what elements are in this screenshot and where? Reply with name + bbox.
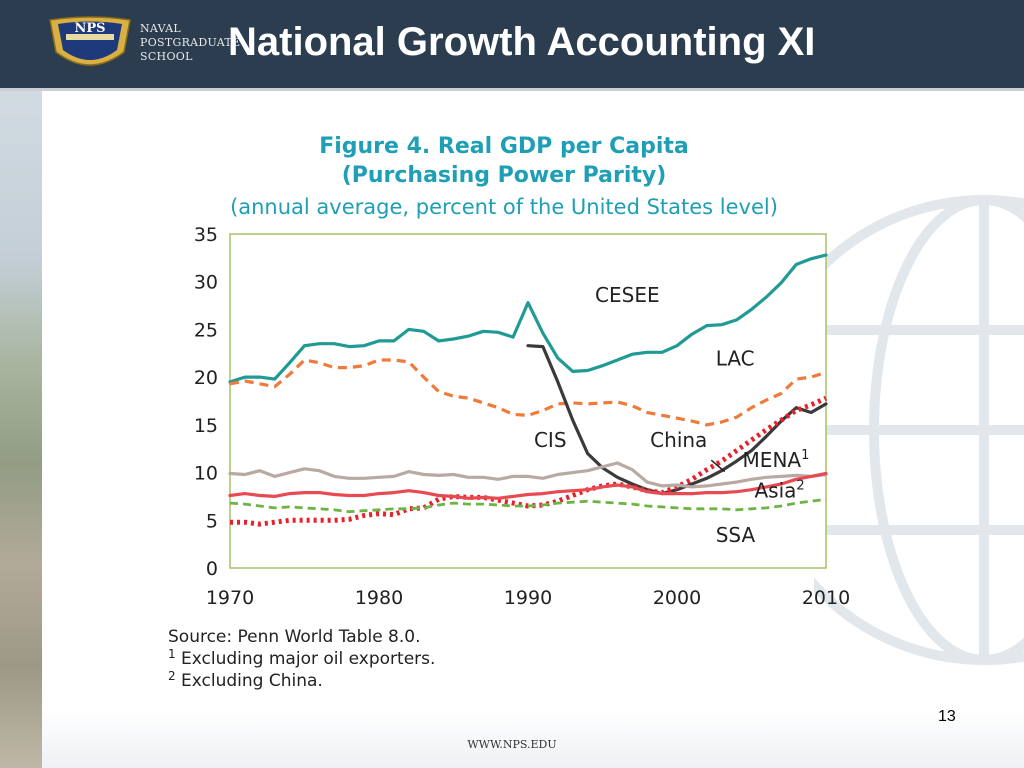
series-label-china: China	[650, 428, 707, 452]
china-pointer-arrow	[710, 459, 726, 473]
x-tick-label: 2000	[653, 587, 701, 609]
footer-band	[42, 708, 1024, 768]
chart-title: Figure 4. Real GDP per Capita	[319, 134, 689, 159]
series-label-cesee: CESEE	[595, 283, 660, 307]
y-tick-label: 15	[194, 415, 218, 437]
series-label-asia: Asia2	[754, 478, 804, 502]
y-tick-label: 35	[194, 224, 218, 246]
x-tick-label: 1970	[206, 587, 254, 609]
chart-series-layer	[228, 253, 828, 527]
campus-photo-strip	[0, 91, 42, 768]
series-label-cis: CIS	[534, 428, 567, 452]
y-tick-label: 0	[206, 558, 218, 580]
chart-subtitle: (Purchasing Power Parity)	[342, 163, 667, 188]
series-label-lac: LAC	[716, 347, 755, 371]
x-tick-label: 1990	[504, 587, 552, 609]
school-name-line: SCHOOL	[140, 50, 193, 63]
y-tick-label: 20	[194, 367, 218, 389]
page-number: 13	[938, 708, 956, 725]
source-note: 2 Excluding China.	[168, 669, 323, 691]
plot-area-frame	[229, 233, 827, 569]
source-note: 1 Excluding major oil exporters.	[168, 647, 435, 669]
slide-header: NPS NAVAL POSTGRADUATE SCHOOL National G…	[0, 0, 1024, 91]
series-line-asia	[228, 471, 828, 500]
series-line-cesee	[228, 253, 828, 384]
chart-source-notes: Source: Penn World Table 8.0.1 Excluding…	[168, 627, 435, 691]
school-name-line: NAVAL	[140, 22, 181, 35]
y-tick-label: 30	[194, 272, 218, 294]
series-line-mena	[228, 461, 828, 489]
y-tick-label: 25	[194, 319, 218, 341]
logo-text: NPS	[74, 21, 105, 36]
gdp-per-capita-chart: Figure 4. Real GDP per Capita (Purchasin…	[168, 134, 850, 691]
series-label-footnote-mark: 2	[796, 478, 804, 493]
series-label-ssa: SSA	[716, 523, 756, 547]
school-name: NAVAL POSTGRADUATE SCHOOL	[140, 22, 240, 64]
nps-logo-shield-icon: NPS	[49, 16, 131, 66]
chart-subtitle-units: (annual average, percent of the United S…	[230, 195, 778, 219]
slide-title: National Growth Accounting XI	[228, 20, 816, 64]
series-line-lac	[229, 358, 827, 427]
series-label-mena: MENA1	[743, 448, 810, 472]
series-label-footnote-mark: 1	[801, 448, 809, 463]
x-tick-label: 1980	[355, 587, 403, 609]
globe-watermark-icon	[814, 195, 1024, 665]
source-note: Source: Penn World Table 8.0.	[168, 627, 421, 647]
chart-axes: 0 5 10 15 20 25 30 35 1970 1980 1990 2000 2010	[194, 224, 850, 609]
y-tick-label: 5	[206, 510, 218, 532]
series-line-ssa	[229, 497, 827, 514]
chart-series-labels: CESEE LAC CIS China MENA1 Asia2 SSA	[534, 283, 809, 547]
school-name-line: POSTGRADUATE	[140, 36, 241, 49]
y-tick-label: 10	[194, 463, 218, 485]
site-url: WWW.NPS.EDU	[467, 738, 557, 751]
x-tick-label: 2010	[802, 587, 850, 609]
